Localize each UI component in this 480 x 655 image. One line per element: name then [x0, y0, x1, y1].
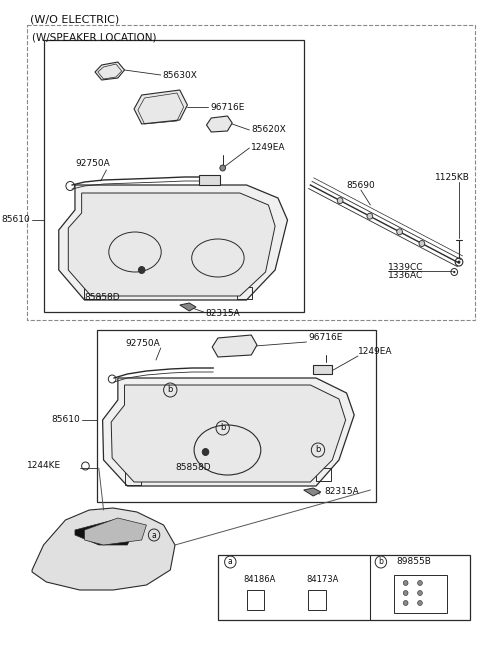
Text: 1249EA: 1249EA: [358, 348, 393, 356]
Text: 82315A: 82315A: [324, 487, 360, 496]
Text: 85630X: 85630X: [163, 71, 197, 79]
Text: 84186A: 84186A: [244, 576, 276, 584]
Text: 89855B: 89855B: [396, 557, 431, 567]
Circle shape: [453, 271, 456, 273]
Bar: [316, 468, 331, 481]
Bar: [247, 590, 264, 610]
Bar: [394, 575, 447, 613]
Text: 1244KE: 1244KE: [27, 462, 61, 470]
Text: 85610: 85610: [1, 215, 30, 225]
Text: 1249EA: 1249EA: [251, 143, 286, 153]
Polygon shape: [180, 303, 196, 311]
Polygon shape: [134, 90, 187, 124]
Text: 1336AC: 1336AC: [387, 272, 423, 280]
Text: 85620X: 85620X: [251, 126, 286, 134]
Bar: [44, 40, 304, 312]
Circle shape: [418, 580, 422, 586]
Polygon shape: [304, 488, 321, 496]
Bar: [237, 287, 252, 299]
Bar: [313, 365, 332, 374]
Polygon shape: [206, 116, 232, 132]
Text: b: b: [168, 386, 173, 394]
Circle shape: [418, 591, 422, 595]
Bar: [97, 330, 376, 502]
Polygon shape: [103, 378, 354, 486]
Text: 85858D: 85858D: [175, 464, 211, 472]
Text: 85610: 85610: [51, 415, 80, 424]
Text: b: b: [315, 445, 321, 455]
Text: 84173A: 84173A: [307, 576, 339, 584]
Circle shape: [403, 580, 408, 586]
Text: 96716E: 96716E: [309, 333, 343, 343]
Text: 96716E: 96716E: [210, 102, 245, 111]
Circle shape: [396, 229, 402, 234]
Text: a: a: [228, 557, 233, 567]
Polygon shape: [32, 508, 175, 590]
Text: b: b: [220, 424, 226, 432]
Circle shape: [138, 267, 145, 274]
Polygon shape: [75, 520, 135, 545]
Polygon shape: [111, 385, 346, 482]
Circle shape: [337, 198, 343, 204]
Text: (W/O ELECTRIC): (W/O ELECTRIC): [30, 14, 120, 24]
Polygon shape: [212, 335, 257, 357]
Circle shape: [403, 601, 408, 605]
Polygon shape: [68, 193, 275, 296]
Polygon shape: [95, 62, 124, 80]
Text: 1339CC: 1339CC: [387, 263, 423, 272]
Circle shape: [202, 449, 209, 455]
Bar: [309, 590, 325, 610]
Circle shape: [419, 240, 425, 246]
Text: 92750A: 92750A: [75, 159, 110, 168]
Text: 1125KB: 1125KB: [435, 174, 470, 183]
Circle shape: [220, 165, 226, 171]
Bar: [84, 287, 100, 299]
Text: 85858D: 85858D: [84, 293, 120, 303]
Text: a: a: [152, 531, 156, 540]
Bar: [199, 175, 220, 185]
Polygon shape: [59, 185, 288, 300]
Bar: [125, 472, 141, 485]
Bar: [218, 555, 470, 620]
Text: b: b: [378, 557, 384, 567]
Text: (W/SPEAKER LOCATION): (W/SPEAKER LOCATION): [32, 33, 156, 43]
Circle shape: [418, 601, 422, 605]
Polygon shape: [84, 518, 146, 545]
Circle shape: [457, 261, 460, 263]
Circle shape: [403, 591, 408, 595]
Text: 82315A: 82315A: [205, 310, 240, 318]
Bar: [27, 25, 475, 320]
Circle shape: [367, 213, 372, 219]
Text: 85690: 85690: [347, 181, 375, 189]
Text: 92750A: 92750A: [125, 339, 160, 348]
